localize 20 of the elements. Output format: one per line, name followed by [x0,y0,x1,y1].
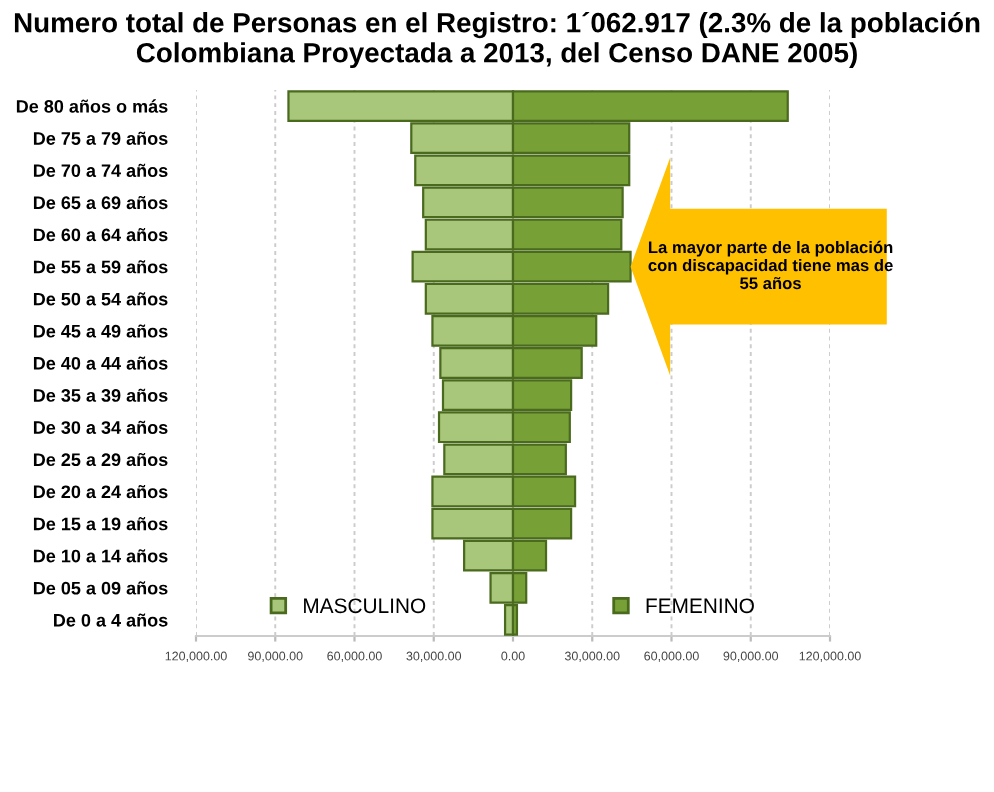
y-tick-label: De 80 años o más [16,99,168,113]
y-tick-label: De 50 a 54 años [33,292,168,306]
y-tick-label: De 55 a 59 años [33,260,168,274]
y-tick-label: De 35 a 39 años [33,388,168,402]
y-tick-label: De 65 a 69 años [33,195,168,210]
y-tick-label: De 20 a 24 años [33,485,168,499]
y-tick-label: De 45 a 49 años [33,324,168,338]
y-tick-label: De 05 a 09 años [33,581,168,595]
y-tick-label: De 30 a 34 años [33,420,168,434]
y-tick-label: De 0 a 4 años [54,613,168,627]
y-tick-label: De 60 a 64 años [33,228,168,242]
legend-label: FEMENINO [646,598,754,614]
legend-label: MASCULINO [304,598,426,614]
y-tick-label: De 15 a 19 años [33,517,168,531]
y-tick-label: De 10 a 14 años [33,549,168,563]
y-tick-label: De 25 a 29 años [33,452,168,467]
chart-title: Numero total de Personas en el Registro: 1´062.917 (2.3% de la población Colombiana Proyectada a 2013, del Censo DANE 2005) [14,11,980,69]
y-tick-label: De 70 a 74 años [33,163,168,178]
y-tick-label: De 40 a 44 años [33,356,168,370]
y-tick-label: De 75 a 79 años [33,131,168,145]
